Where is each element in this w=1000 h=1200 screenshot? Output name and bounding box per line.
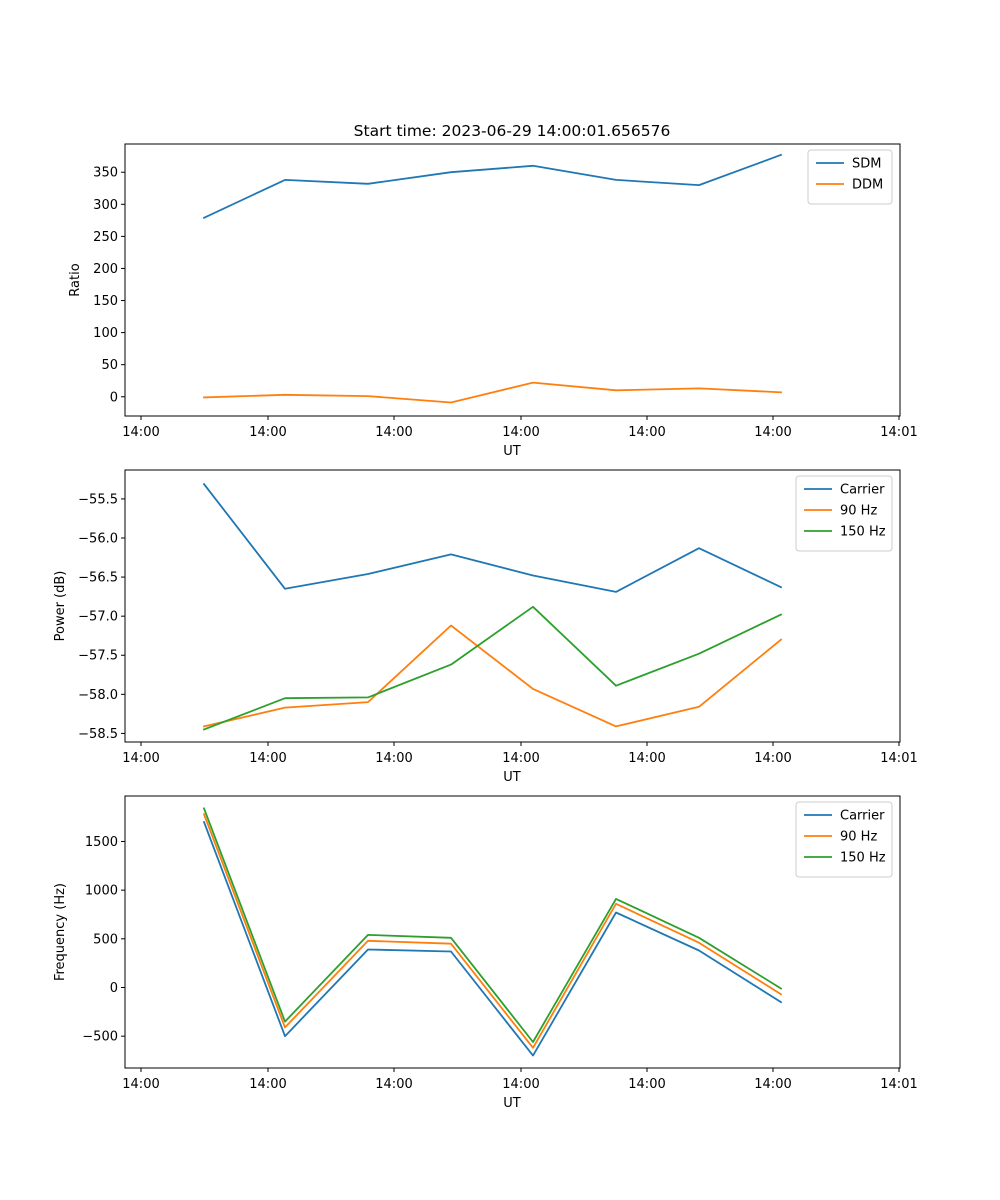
series-line-carrier xyxy=(202,820,783,1057)
x-tick-label: 14:01 xyxy=(880,1077,917,1092)
x-tick-label: 14:00 xyxy=(628,1077,665,1092)
y-tick-label: 100 xyxy=(93,326,118,341)
x-tick-label: 14:00 xyxy=(502,751,539,766)
axes-frame xyxy=(124,469,901,743)
y-tick-label: 500 xyxy=(93,932,118,947)
y-tick-label: −56.5 xyxy=(78,571,118,586)
y-tick-label: 0 xyxy=(110,390,118,405)
x-axis-label: UT xyxy=(503,1096,521,1111)
y-tick-label: 300 xyxy=(93,198,118,213)
legend-label-150-hz: 150 Hz xyxy=(840,851,886,866)
series-line-sdm xyxy=(202,153,783,219)
legend-box xyxy=(795,475,893,552)
y-tick-label: 0 xyxy=(110,981,118,996)
legend: Carrier 90 Hz 150 Hz xyxy=(795,475,893,552)
power-panel: 14:00 14:00 14:00 14:00 14:00 14:00 14:01 −58.5… xyxy=(53,469,918,785)
series-line-carrier xyxy=(202,482,783,593)
chart-title: Start time: 2023-06-29 14:00:01.656576 xyxy=(354,122,671,140)
legend: Carrier 90 Hz 150 Hz xyxy=(795,801,893,878)
legend-label-150-hz: 150 Hz xyxy=(840,525,886,540)
y-tick-label: −58.0 xyxy=(78,688,118,703)
y-tick-label: −57.5 xyxy=(78,649,118,664)
legend-label-carrier: Carrier xyxy=(840,483,885,498)
y-tick-label: 350 xyxy=(93,166,118,181)
x-tick-label: 14:00 xyxy=(249,751,286,766)
y-axis-label: Ratio xyxy=(68,263,83,296)
y-tick-label: −500 xyxy=(82,1030,118,1045)
x-tick-label: 14:01 xyxy=(880,425,917,440)
series-line-ddm xyxy=(203,381,782,404)
ratio-panel: 14:00 14:00 14:00 14:00 14:00 14:00 14:01 0 50 10… xyxy=(68,143,918,459)
x-tick-label: 14:00 xyxy=(754,751,791,766)
y-tick-label: 1000 xyxy=(85,884,118,899)
series-line-150-hz xyxy=(202,807,783,1043)
x-tick-label: 14:00 xyxy=(375,425,412,440)
series-line-90-hz xyxy=(202,624,783,728)
y-tick-label: 50 xyxy=(101,358,118,373)
y-axis-label: Frequency (Hz) xyxy=(53,883,68,981)
axes-frame xyxy=(124,795,901,1069)
y-tick-label: −58.5 xyxy=(78,727,118,742)
x-tick-label: 14:00 xyxy=(122,1077,159,1092)
x-tick-label: 14:00 xyxy=(628,751,665,766)
y-tick-label: −55.5 xyxy=(78,492,118,507)
legend-label-90-hz: 90 Hz xyxy=(840,504,877,519)
x-tick-label: 14:00 xyxy=(375,751,412,766)
x-tick-label: 14:00 xyxy=(249,1077,286,1092)
series-line-150-hz xyxy=(202,605,783,731)
y-tick-label: 1500 xyxy=(85,835,118,850)
legend: SDM DDM xyxy=(807,149,893,205)
x-axis-label: UT xyxy=(503,770,521,785)
axes-frame xyxy=(124,143,901,417)
x-tick-label: 14:00 xyxy=(249,425,286,440)
x-tick-label: 14:00 xyxy=(122,425,159,440)
y-tick-label: 200 xyxy=(93,262,118,277)
y-tick-label: 250 xyxy=(93,230,118,245)
legend-label-sdm: SDM xyxy=(852,157,881,172)
x-tick-label: 14:00 xyxy=(502,425,539,440)
y-tick-label: −56.0 xyxy=(78,532,118,547)
y-tick-label: 150 xyxy=(93,294,118,309)
legend-box xyxy=(795,801,893,878)
x-tick-label: 14:00 xyxy=(754,1077,791,1092)
frequency-panel: 14:00 14:00 14:00 14:00 14:00 14:00 14:01 −500 0… xyxy=(53,795,918,1111)
x-tick-label: 14:00 xyxy=(502,1077,539,1092)
legend-label-ddm: DDM xyxy=(852,178,883,193)
y-tick-label: −57.0 xyxy=(78,610,118,625)
legend-label-carrier: Carrier xyxy=(840,809,885,824)
y-axis-label: Power (dB) xyxy=(53,571,68,642)
x-axis-label: UT xyxy=(503,444,521,459)
legend-label-90-hz: 90 Hz xyxy=(840,830,877,845)
series-line-90-hz xyxy=(202,813,783,1049)
x-tick-label: 14:00 xyxy=(122,751,159,766)
x-tick-label: 14:00 xyxy=(375,1077,412,1092)
x-tick-label: 14:00 xyxy=(628,425,665,440)
x-tick-label: 14:00 xyxy=(754,425,791,440)
x-tick-label: 14:01 xyxy=(880,751,917,766)
